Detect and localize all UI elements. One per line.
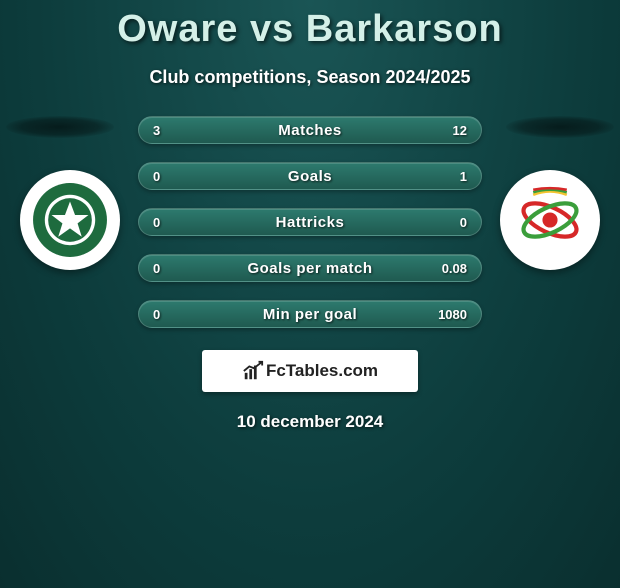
stat-right: 0 xyxy=(460,215,467,230)
page-title: Oware vs Barkarson xyxy=(0,8,620,51)
shadow-right xyxy=(506,116,614,138)
stat-bar-mpg: 0 Min per goal 1080 xyxy=(138,300,482,328)
stat-right: 1 xyxy=(460,169,467,184)
stat-bar-hattricks: 0 Hattricks 0 xyxy=(138,208,482,236)
stat-right: 12 xyxy=(453,123,467,138)
comparison-content: 3 Matches 12 0 Goals 1 0 Hattricks 0 0 G… xyxy=(0,116,620,432)
stat-bar-goals: 0 Goals 1 xyxy=(138,162,482,190)
chart-icon xyxy=(242,360,264,382)
subtitle: Club competitions, Season 2024/2025 xyxy=(0,67,620,88)
stat-label: Min per goal xyxy=(139,306,481,323)
team-logo-left xyxy=(20,170,120,270)
stat-label: Hattricks xyxy=(139,214,481,231)
stat-label: Matches xyxy=(139,122,481,139)
stat-label: Goals per match xyxy=(139,260,481,277)
stat-right: 0.08 xyxy=(442,261,467,276)
stat-right: 1080 xyxy=(438,307,467,322)
stat-bar-matches: 3 Matches 12 xyxy=(138,116,482,144)
lommel-badge-icon xyxy=(28,178,112,262)
brand-label: FcTables.com xyxy=(242,360,378,382)
shadow-left xyxy=(6,116,114,138)
brand-box: FcTables.com xyxy=(202,350,418,392)
date-text: 10 december 2024 xyxy=(0,412,620,432)
waregem-badge-icon xyxy=(508,178,592,262)
team-logo-right xyxy=(500,170,600,270)
stat-bar-gpm: 0 Goals per match 0.08 xyxy=(138,254,482,282)
stat-bars: 3 Matches 12 0 Goals 1 0 Hattricks 0 0 G… xyxy=(138,116,482,328)
brand-text: FcTables.com xyxy=(266,361,378,381)
stat-label: Goals xyxy=(139,168,481,185)
